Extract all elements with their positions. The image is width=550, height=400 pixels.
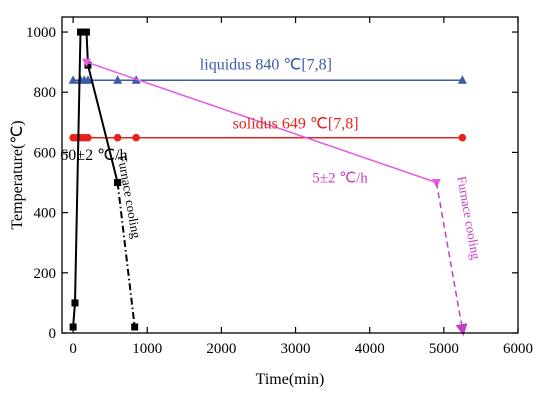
data-point-square	[82, 28, 90, 36]
series-2	[69, 28, 122, 331]
x-tick-label: 5000	[429, 341, 459, 357]
data-point-circle	[132, 133, 140, 142]
data-point-square	[131, 323, 139, 331]
x-tick-label: 1000	[132, 341, 162, 357]
series-line	[72, 31, 119, 328]
y-tick-label: 400	[34, 206, 57, 222]
y-tick-label: 200	[34, 266, 57, 282]
data-point-triangle	[457, 75, 467, 84]
data-point-circle	[458, 133, 467, 142]
y-tick-label: 600	[34, 145, 57, 161]
series-1	[69, 133, 467, 142]
y-axis-label: Temperature(℃)	[9, 120, 26, 229]
series-3	[114, 179, 139, 331]
x-tick-label: 6000	[503, 341, 533, 357]
annotation-label: liquidus 840 ℃[7,8]	[200, 57, 332, 74]
data-point-square	[71, 299, 79, 307]
x-tick-label: 4000	[355, 341, 385, 357]
data-point-triangle	[113, 75, 123, 84]
annotation-label: solidus 649 ℃[7,8]	[233, 115, 359, 132]
y-tick-label: 800	[34, 85, 57, 101]
data-point-square	[69, 323, 77, 331]
x-tick-label: 3000	[281, 341, 311, 357]
y-tick-label: 0	[49, 326, 57, 342]
series-line	[86, 61, 437, 184]
annotation-label: 60±2 ℃/h	[60, 147, 127, 164]
series-line	[435, 182, 468, 336]
data-point-square	[114, 179, 122, 187]
y-tick-label: 1000	[26, 25, 56, 41]
series-line	[116, 182, 136, 328]
x-tick-label: 0	[69, 341, 77, 357]
annotation-label: Furnace cooling	[454, 175, 483, 261]
annotation-label: 5±2 ℃/h	[312, 171, 368, 187]
data-point-circle	[84, 133, 92, 142]
x-axis-label: Time(min)	[256, 371, 325, 388]
data-point-square	[84, 61, 92, 69]
data-point-triangle	[83, 75, 93, 84]
plot-frame	[61, 16, 519, 334]
data-point-triangle	[68, 75, 78, 84]
x-tick-label: 2000	[206, 341, 236, 357]
series-5	[435, 182, 468, 336]
data-point-triangle-down	[81, 58, 91, 68]
data-point-circle	[113, 133, 122, 142]
